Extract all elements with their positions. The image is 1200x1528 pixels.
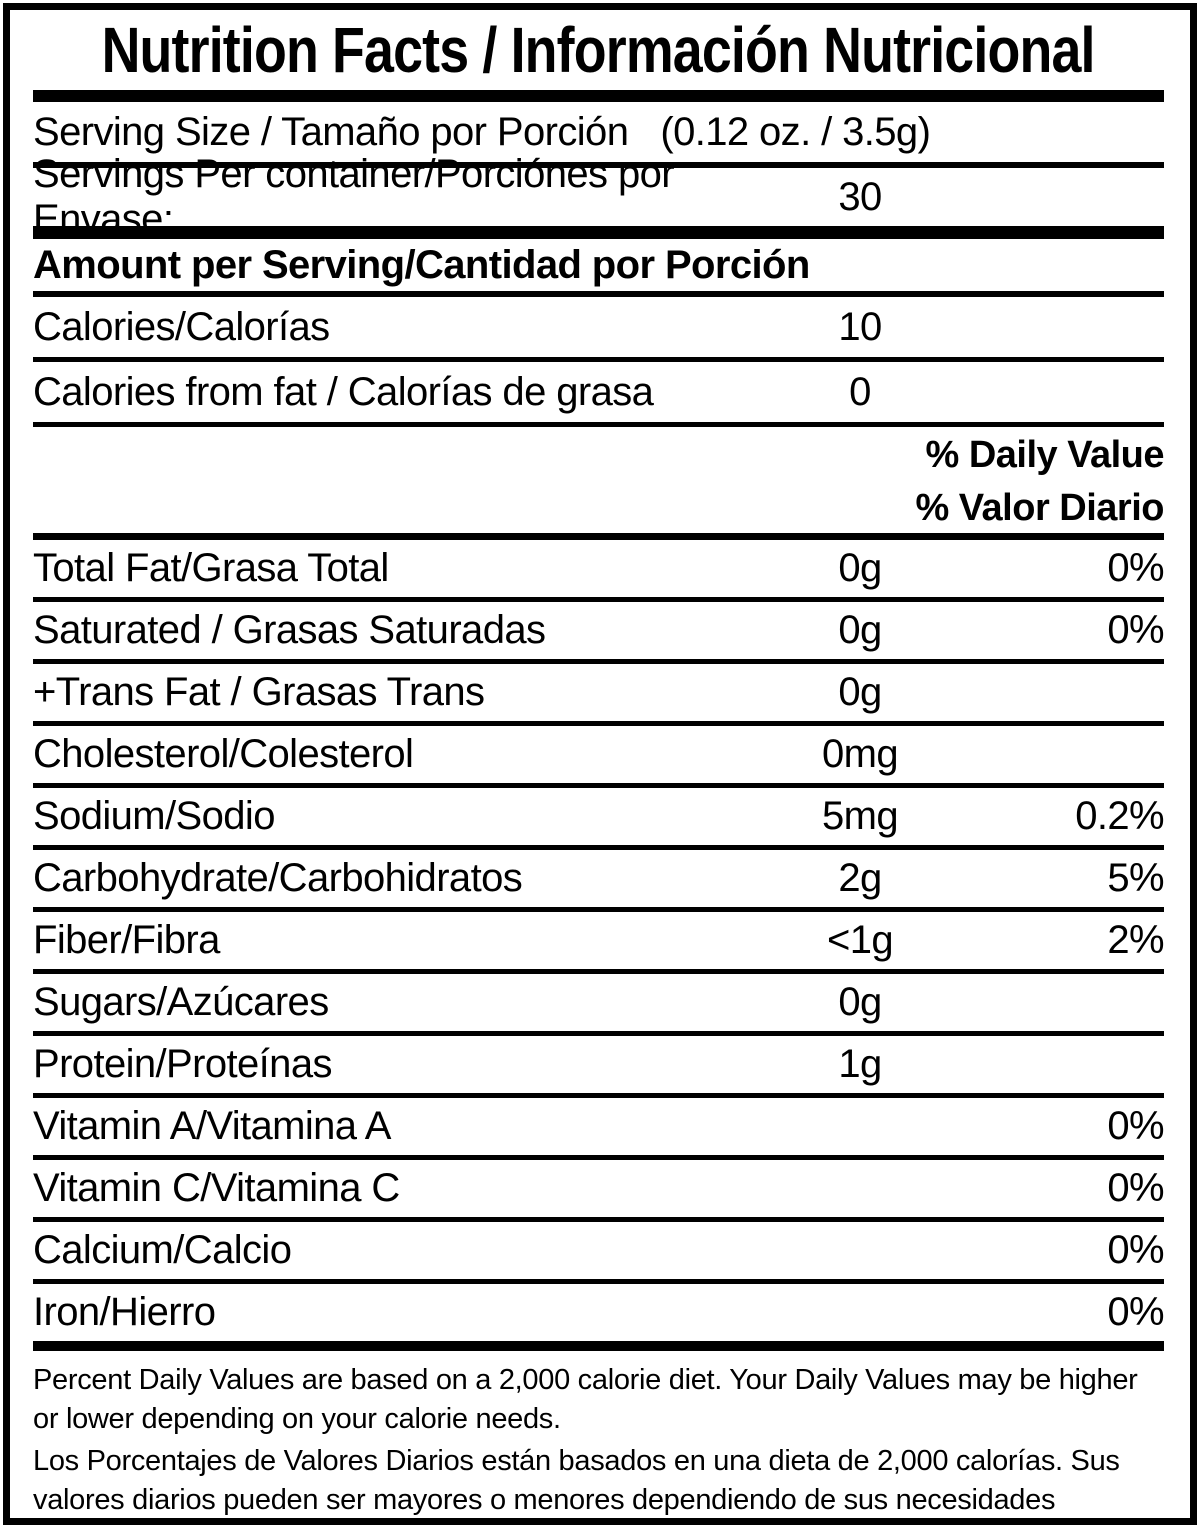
nutrient-amount: 2g [838,856,882,900]
table-row: +Trans Fat / Grasas Trans 0g [33,659,1164,721]
nutrient-amount: <1g [826,918,894,962]
nutrient-daily-value: 0% [1107,1166,1164,1210]
nutrition-facts-label: Nutrition Facts / Información Nutriciona… [3,3,1197,1525]
calories-from-fat-label: Calories from fat / Calorías de grasa [33,369,654,414]
label-title-row: Nutrition Facts / Información Nutriciona… [33,10,1164,90]
label-title: Nutrition Facts / Información Nutriciona… [101,14,1096,86]
table-row: Saturated / Grasas Saturadas 0g 0% [33,597,1165,659]
nutrient-daily-value: 0.2% [1075,794,1164,838]
nutrient-amount: 0g [838,670,882,714]
servings-per-container-row: Servings Per container/Porciónes por Env… [33,152,1164,241]
daily-value-header-es: % Valor Diario [915,486,1164,529]
daily-value-header-es-row: % Valor Diario [33,483,1164,533]
nutrient-name: Fiber/Fibra [33,918,220,962]
serving-size-value: (0.12 oz. / 3.5g) [660,109,931,154]
title-divider-bar [33,90,1164,102]
table-end-bar [33,1341,1164,1351]
nutrient-amount: 0g [838,980,882,1024]
nutrient-daily-value: 0% [1107,546,1164,590]
nutrient-name: Carbohydrate/Carbohidratos [33,856,523,900]
table-row: Cholesterol/Colesterol 0mg [33,721,1164,783]
nutrient-name: Saturated / Grasas Saturadas [33,608,546,652]
nutrient-daily-value: 2% [1107,918,1164,962]
calories-label: Calories/Calorías [33,304,330,349]
table-row: Total Fat/Grasa Total 0g 0% [33,540,1165,597]
rule-line [33,357,1164,362]
servings-divider-bar [33,226,1164,239]
nutrient-daily-value: 5% [1107,856,1164,900]
footnote-english: Percent Daily Values are based on a 2,00… [33,1364,1138,1435]
table-row: Sodium/Sodio 5mg 0.2% [33,783,1165,845]
table-row: Vitamin C/Vitamina C 0% [33,1155,1165,1217]
nutrient-name: Sodium/Sodio [33,794,275,838]
nutrient-daily-value: 0% [1107,1104,1164,1148]
nutrient-name: Cholesterol/Colesterol [33,732,414,776]
calories-from-fat-value: 0 [849,369,871,414]
calories-row: Calories/Calorías 10 [33,297,1164,357]
nutrient-name: Vitamin C/Vitamina C [33,1166,400,1210]
nutrient-name: Protein/Proteínas [33,1042,332,1086]
amount-per-serving-header: Amount per Serving/Cantidad por Porción [33,242,810,287]
footnote-section: Percent Daily Values are based on a 2,00… [33,1351,1164,1518]
nutrient-name: Iron/Hierro [33,1290,216,1334]
table-row: Iron/Hierro 0% [33,1279,1165,1341]
nutrient-amount: 0g [838,608,882,652]
serving-size-row: Serving Size / Tamaño por Porción (0.12 … [33,102,1164,162]
nutrients-table: Total Fat/Grasa Total 0g 0% Saturated / … [33,540,1165,1341]
nutrient-amount: 0mg [821,732,899,776]
table-row: Calcium/Calcio 0% [33,1217,1165,1279]
nutrient-name: +Trans Fat / Grasas Trans [33,670,485,714]
nutrient-daily-value: 0% [1107,1228,1164,1272]
nutrient-name: Vitamin A/Vitamina A [33,1104,391,1148]
rule-line [33,291,1164,297]
nutrient-name: Calcium/Calcio [33,1228,292,1272]
table-row: Fiber/Fibra <1g 2% [33,907,1165,969]
nutrient-amount: 1g [838,1042,882,1086]
nutrient-amount: 0g [838,546,882,590]
calories-from-fat-row: Calories from fat / Calorías de grasa 0 [33,362,1164,422]
table-row: Sugars/Azúcares 0g [33,969,1164,1031]
table-row: Carbohydrate/Carbohidratos 2g 5% [33,845,1165,907]
amount-per-serving-header-row: Amount per Serving/Cantidad por Porción [33,239,1164,291]
daily-value-header-en-row: % Daily Value [33,427,1164,483]
calories-value: 10 [838,304,882,349]
table-row: Vitamin A/Vitamina A 0% [33,1093,1165,1155]
rule-line [33,533,1164,540]
footnote-spanish: Los Porcentajes de Valores Diarios están… [33,1445,1120,1516]
nutrient-name: Total Fat/Grasa Total [33,546,389,590]
nutrient-amount: 5mg [821,794,899,838]
serving-size-label: Serving Size / Tamaño por Porción [33,109,629,154]
nutrient-daily-value: 0% [1107,608,1164,652]
rule-line [33,422,1164,427]
rule-line [33,162,1164,168]
daily-value-header-en: % Daily Value [925,433,1164,476]
nutrient-daily-value: 0% [1107,1290,1164,1334]
nutrient-name: Sugars/Azúcares [33,980,329,1024]
servings-per-container-value: 30 [838,174,882,219]
table-row: Protein/Proteínas 1g [33,1031,1164,1093]
